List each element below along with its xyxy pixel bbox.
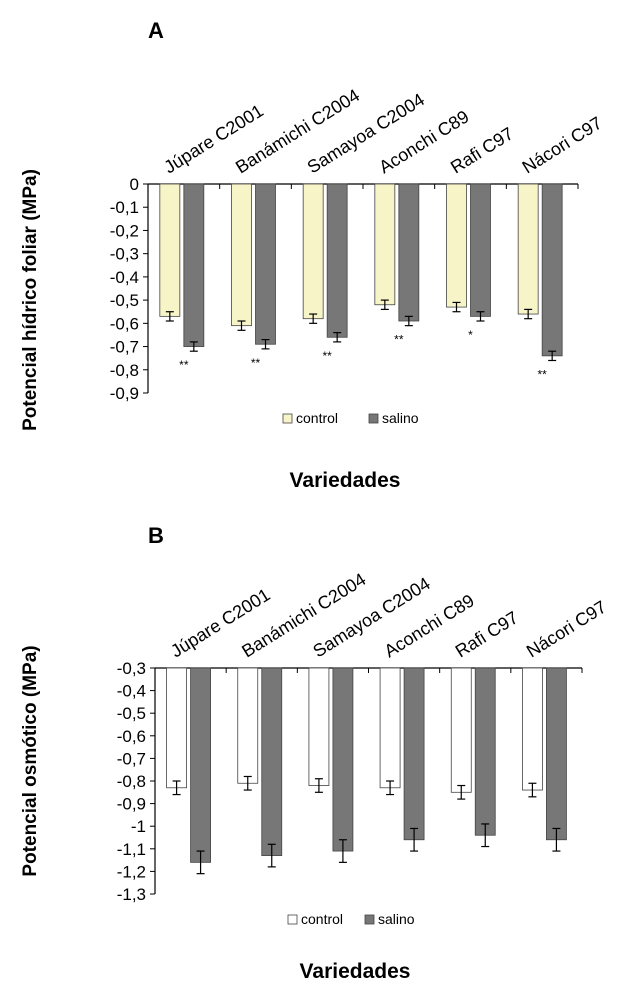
y-tick-label: 0 [130, 175, 139, 194]
y-tick-label: -0,4 [117, 682, 146, 701]
category-label: Nácori C97 [519, 113, 606, 178]
bar-salino [474, 667, 496, 836]
y-tick-label: -0,7 [117, 749, 146, 768]
y-tick-label: -0,9 [117, 795, 146, 814]
panel-b-chart: -0,3 -0,4 -0,5 -0,6 -0,7 -0,8 -0,9 -1 -1,1 -1,2 -1… [117, 569, 610, 927]
category-label: Samayoa C2004 [309, 573, 433, 661]
panel-b-letter: B [148, 523, 164, 548]
bar-salino [546, 667, 567, 841]
significance-mark: * [468, 328, 473, 342]
legend-swatch [364, 914, 375, 925]
bar-salino [261, 667, 283, 856]
y-tick-label: -1,1 [117, 840, 146, 859]
y-tick-label: -1,3 [117, 885, 146, 904]
bar-control [446, 183, 467, 308]
y-tick-label: -0,6 [117, 727, 146, 746]
significance-mark: ** [251, 356, 261, 370]
bar-control [522, 667, 543, 791]
panel-a-chart: 0-0,1-0,2-0,3-0,4-0,5-0,6-0,7-0,8-0,9Júp… [110, 85, 606, 426]
bar-salino [326, 183, 348, 338]
bar-salino [403, 667, 425, 841]
y-tick-label: -0,5 [110, 291, 139, 310]
legend-label: control [301, 911, 343, 927]
panel-b-xlabel: Variedades [300, 960, 411, 983]
bar-control [374, 183, 396, 306]
legend-swatch [282, 413, 293, 424]
y-tick-label: -0,8 [117, 772, 146, 791]
significance-mark: ** [394, 333, 404, 347]
bar-control [379, 667, 401, 789]
y-tick-label: -0,5 [117, 704, 146, 723]
bar-control [159, 183, 181, 317]
y-tick-label: -0,3 [117, 659, 146, 678]
bar-salino [470, 183, 491, 317]
bar-salino [183, 183, 205, 347]
y-tick-label: -0,6 [110, 314, 139, 333]
category-label: Nácori C97 [523, 597, 610, 662]
bar-control [231, 183, 252, 327]
significance-mark: ** [179, 358, 189, 372]
bar-control [166, 667, 187, 789]
y-tick-label: -1 [131, 817, 146, 836]
y-tick-label: -0,4 [110, 268, 139, 287]
bar-control [302, 183, 324, 320]
category-label: Banámichi C2004 [232, 85, 363, 177]
y-tick-label: -0,3 [110, 245, 139, 264]
bar-salino [190, 667, 211, 863]
category-label: Banámichi C2004 [238, 569, 369, 661]
bar-control [450, 667, 472, 793]
y-tick-label: -0,7 [110, 338, 139, 357]
legend-swatch [287, 914, 298, 925]
bar-control [308, 667, 330, 786]
panel-a-letter: A [148, 18, 164, 43]
panel-a-ylabel: Potencial hídrico foliar (MPa) [20, 169, 41, 431]
legend-label: salino [378, 911, 415, 927]
y-tick-label: -0,9 [110, 384, 139, 403]
legend-swatch [368, 413, 379, 424]
bar-salino [255, 183, 276, 345]
y-tick-label: -0,2 [110, 221, 139, 240]
panel-a-xlabel: Variedades [290, 469, 401, 492]
panel-b-ylabel: Potencial osmótico (MPa) [20, 645, 41, 876]
bar-salino [541, 183, 563, 357]
category-label: Samayoa C2004 [304, 89, 428, 177]
significance-mark: ** [537, 367, 547, 381]
y-tick-label: -1,2 [117, 862, 146, 881]
bar-control [517, 183, 539, 315]
bar-salino [332, 667, 354, 852]
legend-label: control [296, 410, 338, 426]
significance-mark: ** [322, 349, 332, 363]
bar-control [237, 667, 259, 784]
y-tick-label: -0,8 [110, 361, 139, 380]
legend-label: salino [382, 410, 419, 426]
bar-salino [398, 183, 420, 322]
y-tick-label: -0,1 [110, 198, 139, 217]
